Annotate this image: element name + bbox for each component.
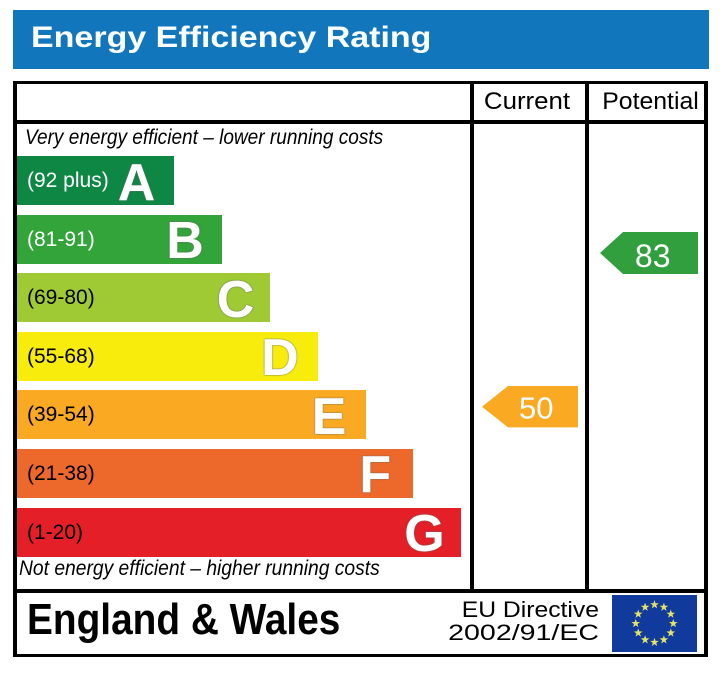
svg-text:83: 83: [635, 237, 671, 273]
svg-text:50: 50: [519, 390, 553, 425]
